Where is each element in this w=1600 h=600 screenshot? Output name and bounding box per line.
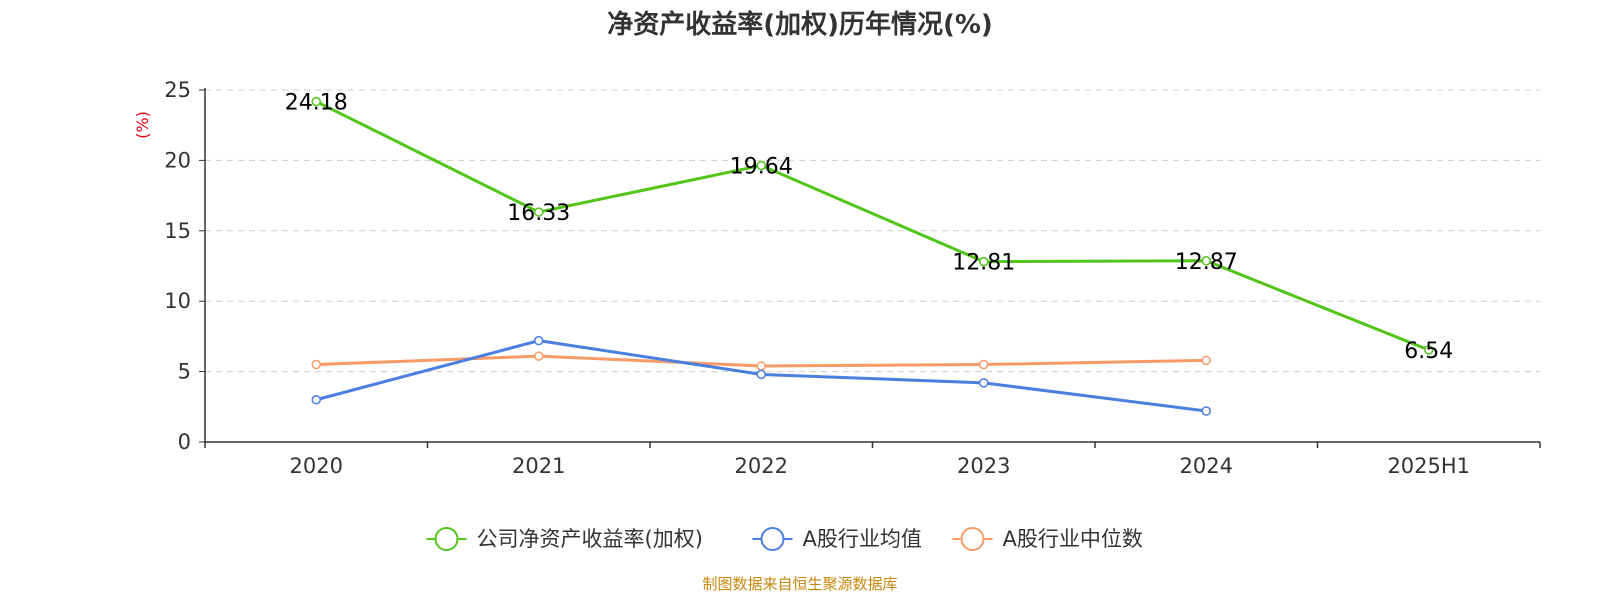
axes: 0 5 10 15 20 25 2020 2021 2022 2023 2024 2025H1	[164, 78, 1541, 478]
data-point	[756, 361, 766, 371]
legend-item[interactable]: A股行业均值	[752, 527, 922, 551]
chart-title: 净资产收益率(加权)历年情况(%)	[607, 9, 993, 40]
grid-lines	[205, 89, 1540, 373]
series-group: 24.18 16.33 19.64 12.81 12.87 6.54	[285, 91, 1453, 364]
y-tick-label: 25	[164, 78, 191, 102]
y-axis-unit-label: (%)	[133, 111, 152, 139]
x-tick-label: 2021	[512, 454, 565, 478]
series-group	[311, 351, 1211, 371]
x-tick-label: 2023	[957, 454, 1010, 478]
legend[interactable]: 公司净资产收益率(加权) A股行业均值 A股行业中位数	[426, 527, 1143, 551]
data-label: 16.33	[507, 201, 570, 226]
x-tick-label: 2020	[290, 454, 343, 478]
y-tick-label: 15	[164, 219, 191, 243]
data-point	[311, 96, 321, 107]
data-point	[534, 207, 544, 217]
series-line	[315, 100, 1430, 352]
y-tick-label: 20	[164, 148, 191, 172]
x-tick-label: 2025H1	[1387, 454, 1470, 478]
data-point	[534, 335, 544, 346]
y-tick-label: 10	[164, 289, 191, 313]
y-tick-label: 5	[178, 360, 191, 384]
x-tick-label: 2022	[735, 454, 788, 478]
data-point	[311, 395, 321, 405]
data-point	[979, 378, 989, 388]
data-point	[1201, 406, 1211, 416]
legend-label: A股行业均值	[803, 527, 922, 551]
data-point	[311, 359, 321, 370]
legend-marker	[960, 527, 985, 551]
y-tick-label: 0	[178, 430, 191, 454]
data-point	[979, 359, 989, 370]
data-label: 24.18	[285, 91, 348, 116]
data-label: 6.54	[1404, 339, 1453, 364]
data-point	[1201, 355, 1211, 366]
legend-item[interactable]: A股行业中位数	[952, 527, 1143, 551]
legend-label: A股行业中位数	[1003, 527, 1143, 551]
data-label: 12.81	[952, 251, 1015, 276]
data-label: 12.87	[1175, 250, 1238, 275]
data-point	[979, 256, 989, 267]
series-group	[311, 335, 1211, 416]
source-note: 制图数据来自恒生聚源数据库	[702, 575, 897, 593]
x-tick-label: 2024	[1180, 454, 1233, 478]
legend-label: 公司净资产收益率(加权)	[477, 527, 703, 551]
legend-marker	[760, 527, 785, 551]
data-point	[1424, 345, 1434, 355]
data-point	[756, 160, 766, 171]
data-point	[1201, 256, 1211, 266]
series-layer: 24.18 16.33 19.64 12.81 12.87 6.54	[285, 91, 1453, 416]
data-label: 19.64	[730, 154, 793, 179]
legend-marker	[434, 527, 459, 551]
data-point	[756, 369, 766, 380]
data-point	[534, 351, 544, 361]
legend-item[interactable]: 公司净资产收益率(加权)	[426, 527, 703, 551]
